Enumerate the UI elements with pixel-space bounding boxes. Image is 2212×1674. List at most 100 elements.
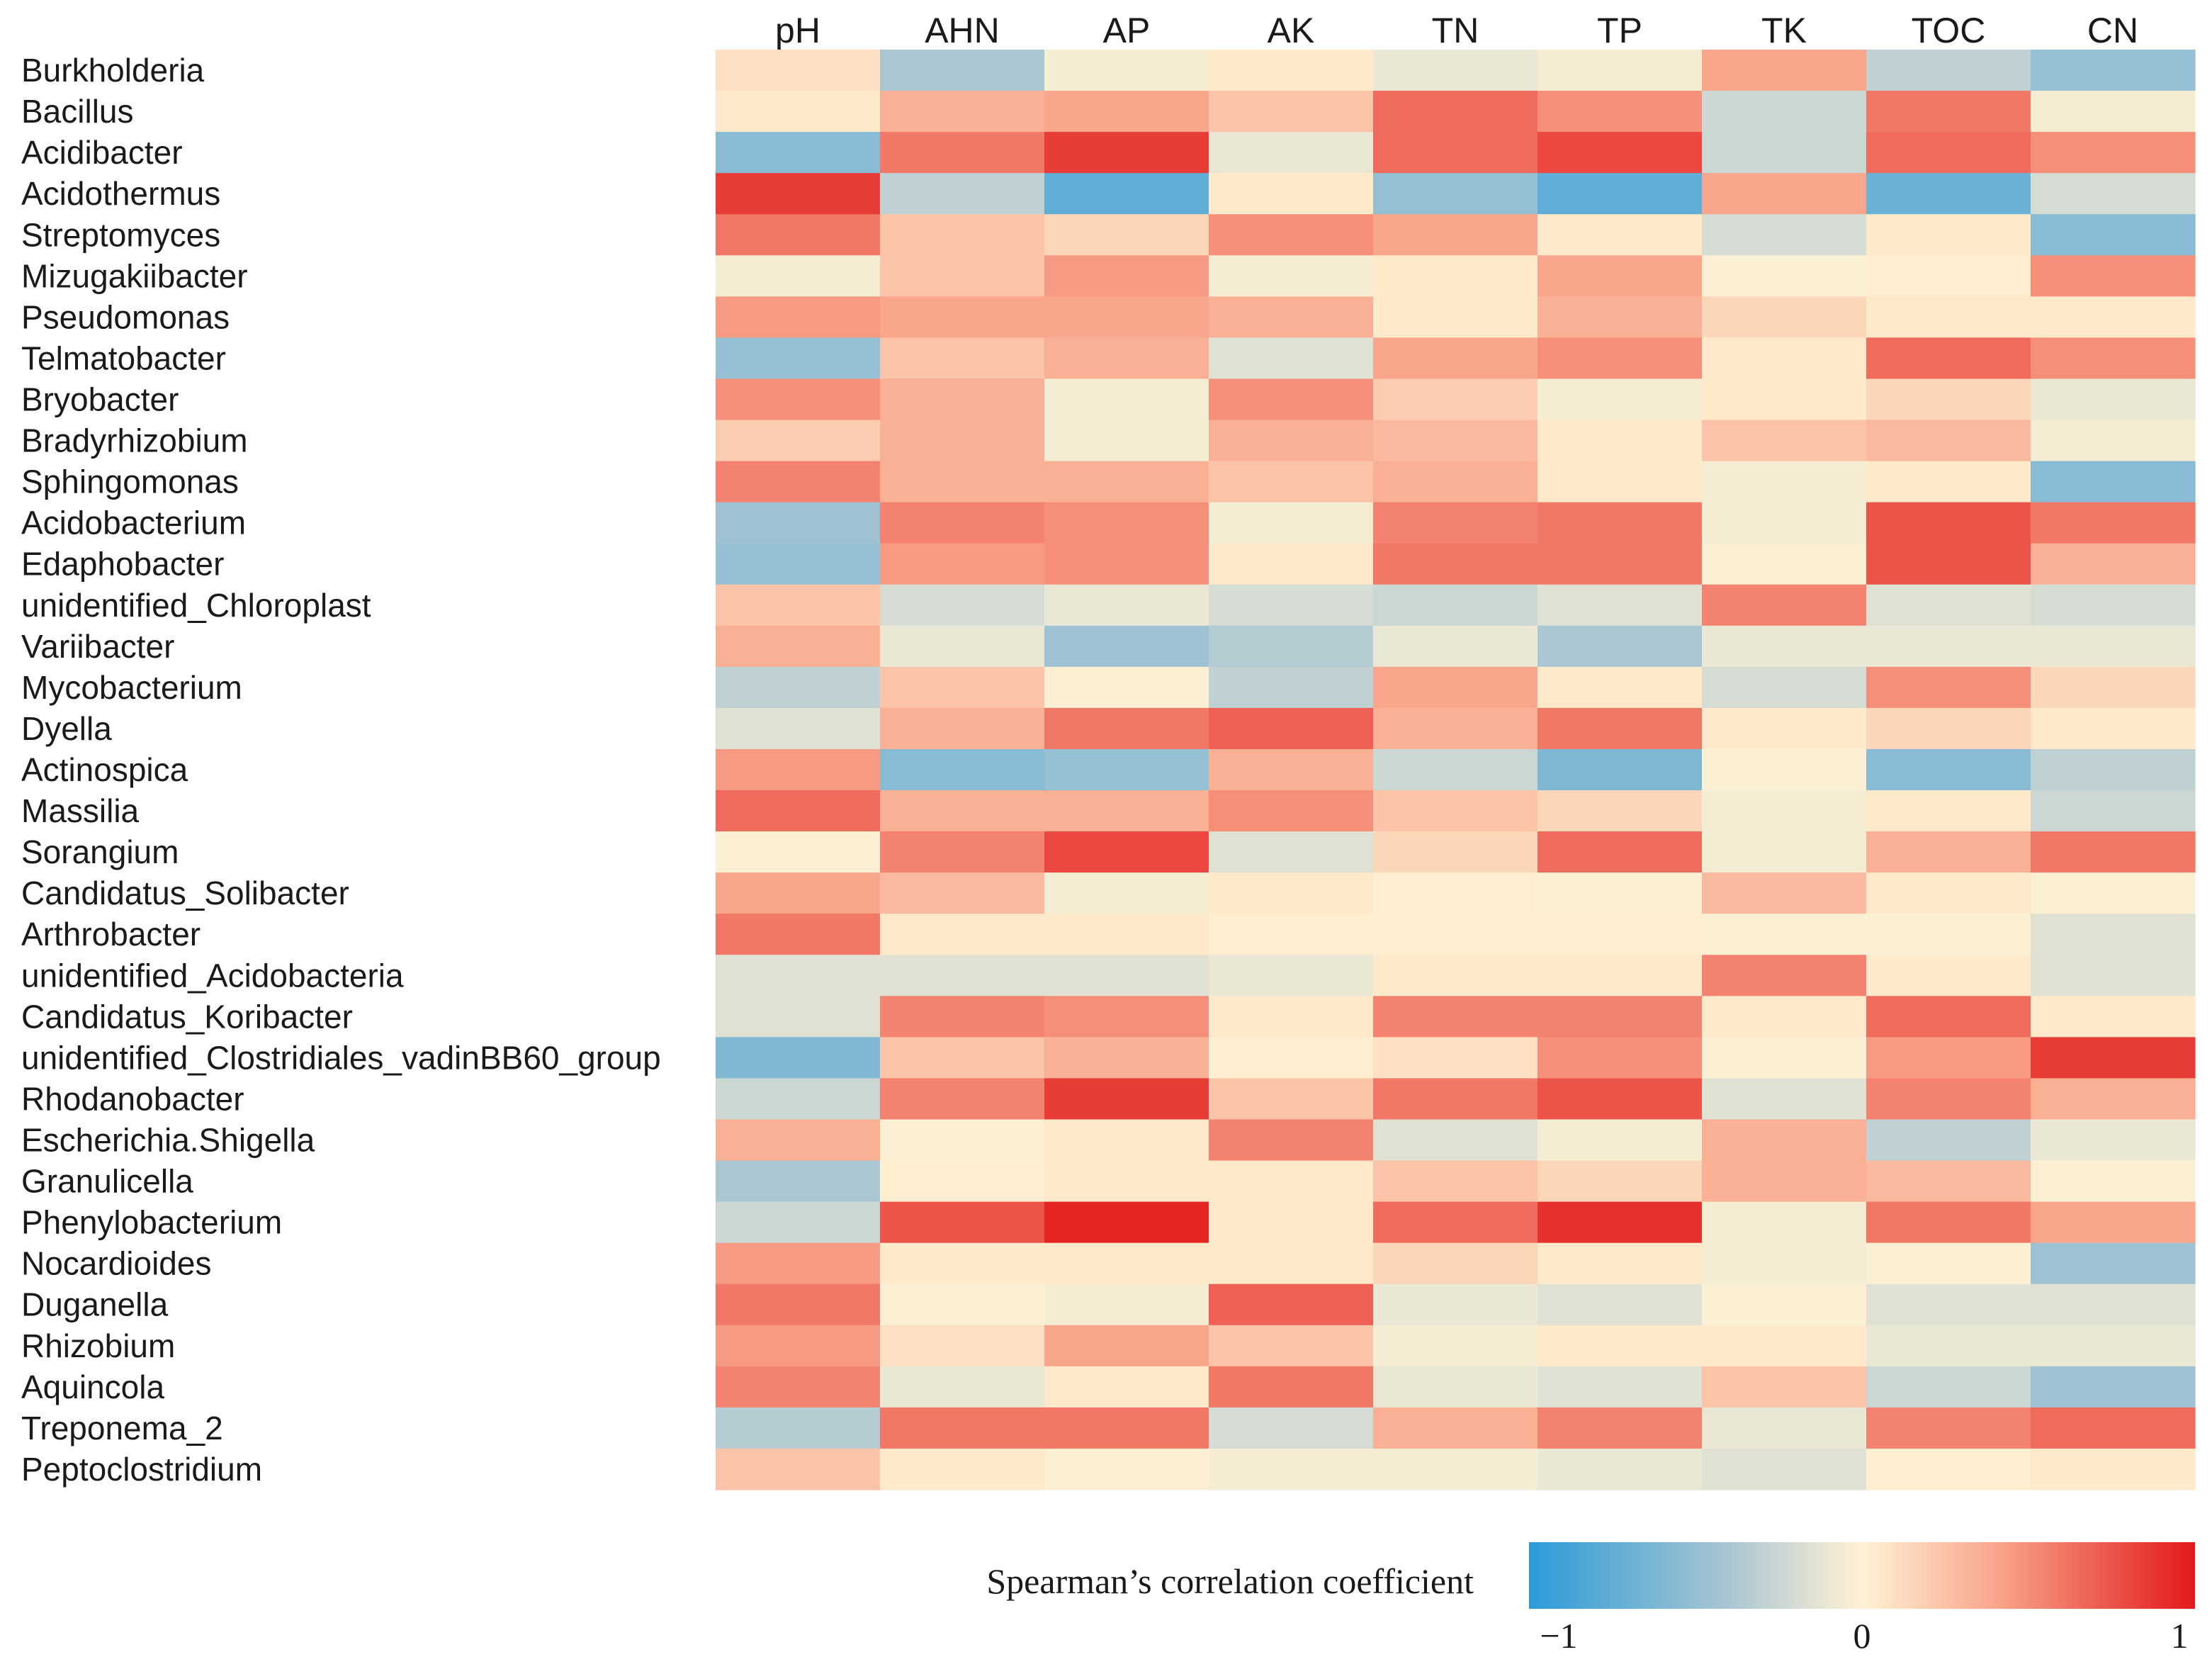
heatmap-cell [1044, 1078, 1209, 1120]
heatmap-cell [1044, 296, 1209, 338]
row-label: Treponema_2 [21, 1410, 223, 1447]
heatmap-cell [1373, 1242, 1538, 1285]
heatmap-cell [2031, 91, 2196, 133]
heatmap-cell [1702, 996, 1867, 1038]
heatmap-cell [1702, 1078, 1867, 1120]
row-label: Actinospica [21, 751, 188, 788]
heatmap-cell [1044, 502, 1209, 544]
row-label: Sorangium [21, 833, 179, 870]
column-label: TP [1597, 11, 1642, 50]
heatmap-cell [880, 790, 1045, 832]
heatmap-cell [1702, 296, 1867, 338]
heatmap-cell [1537, 420, 1703, 462]
heatmap-cell [1373, 790, 1538, 832]
heatmap-cell [1209, 1160, 1374, 1203]
heatmap-cell [1044, 173, 1209, 215]
heatmap-cell [1866, 1201, 2031, 1244]
heatmap-cell [1702, 1160, 1867, 1203]
heatmap-cell [1537, 584, 1703, 627]
row-label: Bacillus [21, 93, 134, 130]
row-label: Candidatus_Solibacter [21, 875, 349, 911]
heatmap-cell [880, 1160, 1045, 1203]
heatmap-cell [716, 461, 881, 503]
row-label: Phenylobacterium [21, 1204, 282, 1241]
heatmap-cell [2031, 1242, 2196, 1285]
heatmap-cell [1209, 625, 1374, 668]
heatmap-cell [1866, 748, 2031, 791]
heatmap-cell [1537, 625, 1703, 668]
heatmap-cell [1866, 872, 2031, 914]
heatmap-cell [716, 378, 881, 421]
heatmap-cell [1044, 1407, 1209, 1449]
heatmap-cell [1044, 420, 1209, 462]
heatmap-cell [1209, 378, 1374, 421]
heatmap-cell [1702, 666, 1867, 709]
heatmap-cell [1373, 955, 1538, 996]
heatmap-cell [1044, 214, 1209, 256]
heatmap-cell [1044, 378, 1209, 421]
heatmap-cell [2031, 543, 2196, 585]
colorbar-tick-label: 0 [1853, 1616, 1871, 1656]
heatmap-cell [716, 872, 881, 914]
column-label: AK [1268, 11, 1315, 50]
row-label: Granulicella [21, 1163, 193, 1200]
heatmap-cell [716, 1242, 881, 1285]
heatmap-cell [1702, 955, 1867, 996]
heatmap-cell [1209, 831, 1374, 873]
heatmap-cell [2031, 914, 2196, 955]
row-label: Burkholderia [21, 52, 205, 89]
heatmap-cell [1209, 1407, 1374, 1449]
heatmap-cell [1866, 173, 2031, 215]
heatmap-cell [1702, 625, 1867, 668]
heatmap-cell [1702, 1283, 1867, 1326]
heatmap-cell [2031, 666, 2196, 709]
heatmap-cell [1209, 1366, 1374, 1408]
heatmap-cell [1044, 914, 1209, 955]
heatmap-cell [1702, 707, 1867, 750]
heatmap-cell [880, 707, 1045, 750]
heatmap-cell [880, 543, 1045, 585]
row-label: Candidatus_Koribacter [21, 998, 353, 1035]
heatmap-cell [1373, 543, 1538, 585]
heatmap-cell [716, 955, 881, 996]
heatmap-cell [2031, 502, 2196, 544]
heatmap-cell [880, 214, 1045, 256]
heatmap-cell [1537, 1201, 1703, 1244]
row-label: unidentified_Clostridiales_vadinBB60_gro… [21, 1039, 661, 1076]
heatmap-cell [2031, 1037, 2196, 1079]
column-label: pH [775, 11, 820, 50]
heatmap-cell [2031, 1283, 2196, 1326]
heatmap-cell [1866, 255, 2031, 297]
heatmap-cell [880, 1201, 1045, 1244]
heatmap-cell [1702, 1037, 1867, 1079]
row-label: Rhizobium [21, 1327, 175, 1364]
heatmap-cell [1373, 255, 1538, 297]
heatmap-cell [1209, 872, 1374, 914]
heatmap-cell [1866, 1119, 2031, 1162]
heatmap-cell [1373, 378, 1538, 421]
heatmap-cell [1044, 584, 1209, 627]
heatmap-cell [1537, 666, 1703, 709]
heatmap-cell [1044, 790, 1209, 832]
heatmap-cell [880, 996, 1045, 1038]
heatmap-cell [1044, 461, 1209, 503]
heatmap-cell [1702, 173, 1867, 215]
colorbar-tick-label: 1 [2171, 1616, 2189, 1656]
heatmap-cell [1373, 1407, 1538, 1449]
heatmap-cell [1702, 420, 1867, 462]
heatmap-cell [880, 1119, 1045, 1162]
heatmap-cell [880, 625, 1045, 668]
heatmap-cell [1044, 1283, 1209, 1326]
heatmap-cell [1209, 1242, 1374, 1285]
column-label: AP [1103, 11, 1151, 50]
heatmap-cell [1209, 666, 1374, 709]
heatmap-cell [880, 1242, 1045, 1285]
heatmap-cell [1866, 378, 2031, 421]
row-label: Nocardioides [21, 1245, 211, 1282]
heatmap-cell [1537, 378, 1703, 421]
heatmap-cell [716, 543, 881, 585]
heatmap-cell [880, 50, 1045, 91]
heatmap-cell [2031, 296, 2196, 338]
heatmap-cell [1209, 296, 1374, 338]
heatmap-cell [1866, 1407, 2031, 1449]
